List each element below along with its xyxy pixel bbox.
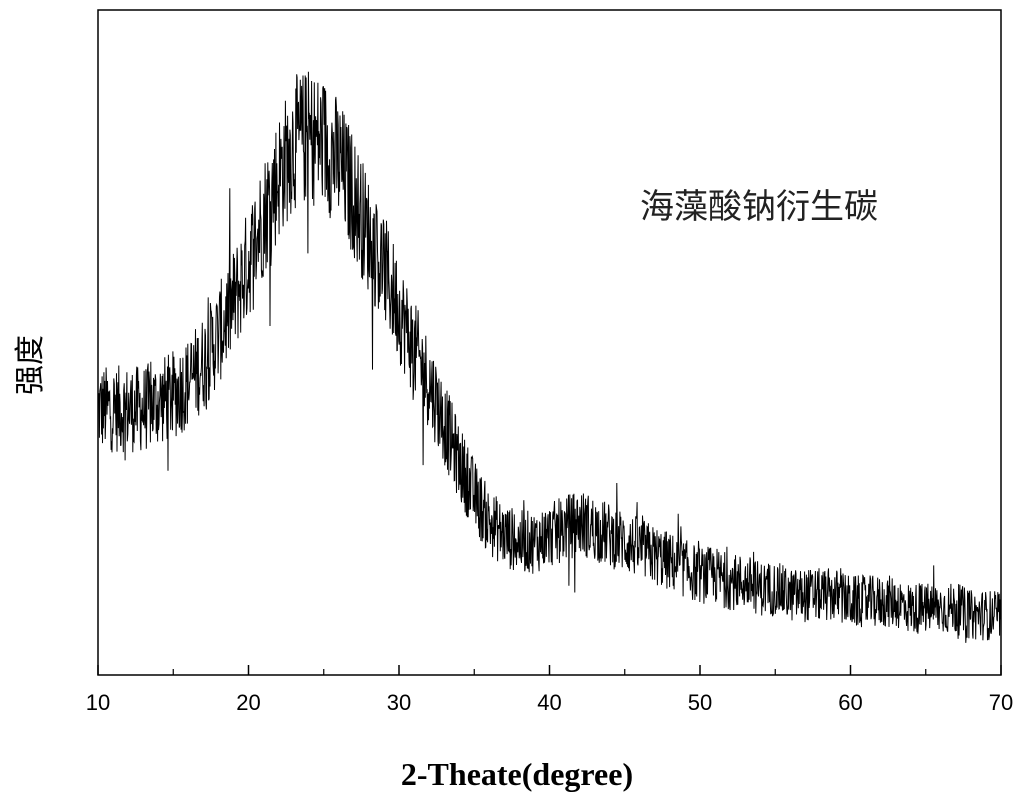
series-line xyxy=(98,72,1001,643)
y-axis-title: 强度 xyxy=(13,335,48,395)
x-axis-ticks xyxy=(98,665,1001,675)
x-tick-label: 70 xyxy=(989,690,1013,715)
x-tick-label: 30 xyxy=(387,690,411,715)
x-axis-tick-labels: 10 20 30 40 50 60 70 xyxy=(86,690,1013,715)
x-tick-label: 60 xyxy=(838,690,862,715)
legend-label: 海藻酸钠衍生碳 xyxy=(640,187,878,227)
x-tick-label: 50 xyxy=(688,690,712,715)
x-tick-label: 20 xyxy=(236,690,260,715)
x-tick-label: 10 xyxy=(86,690,110,715)
x-axis-title: 2-Theate(degree) xyxy=(401,756,633,792)
plot-frame xyxy=(98,10,1001,675)
x-tick-label: 40 xyxy=(537,690,561,715)
